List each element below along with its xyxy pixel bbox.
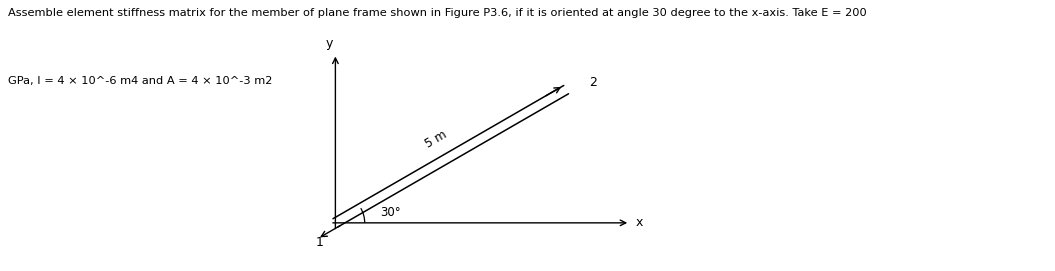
Text: y: y <box>325 37 332 50</box>
Text: 5 m: 5 m <box>423 128 448 151</box>
Text: 30°: 30° <box>380 206 401 219</box>
Text: 1: 1 <box>315 236 323 249</box>
Text: Assemble element stiffness matrix for the member of plane frame shown in Figure : Assemble element stiffness matrix for th… <box>8 8 867 18</box>
Text: x: x <box>635 216 642 229</box>
Text: 2: 2 <box>590 76 597 89</box>
Text: GPa, I = 4 × 10^-6 m4 and A = 4 × 10^-3 m2: GPa, I = 4 × 10^-6 m4 and A = 4 × 10^-3 … <box>8 76 273 86</box>
